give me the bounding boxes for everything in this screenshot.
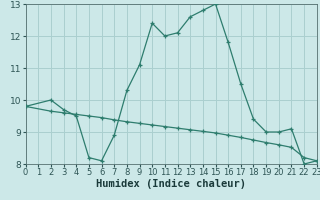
X-axis label: Humidex (Indice chaleur): Humidex (Indice chaleur) — [96, 179, 246, 189]
